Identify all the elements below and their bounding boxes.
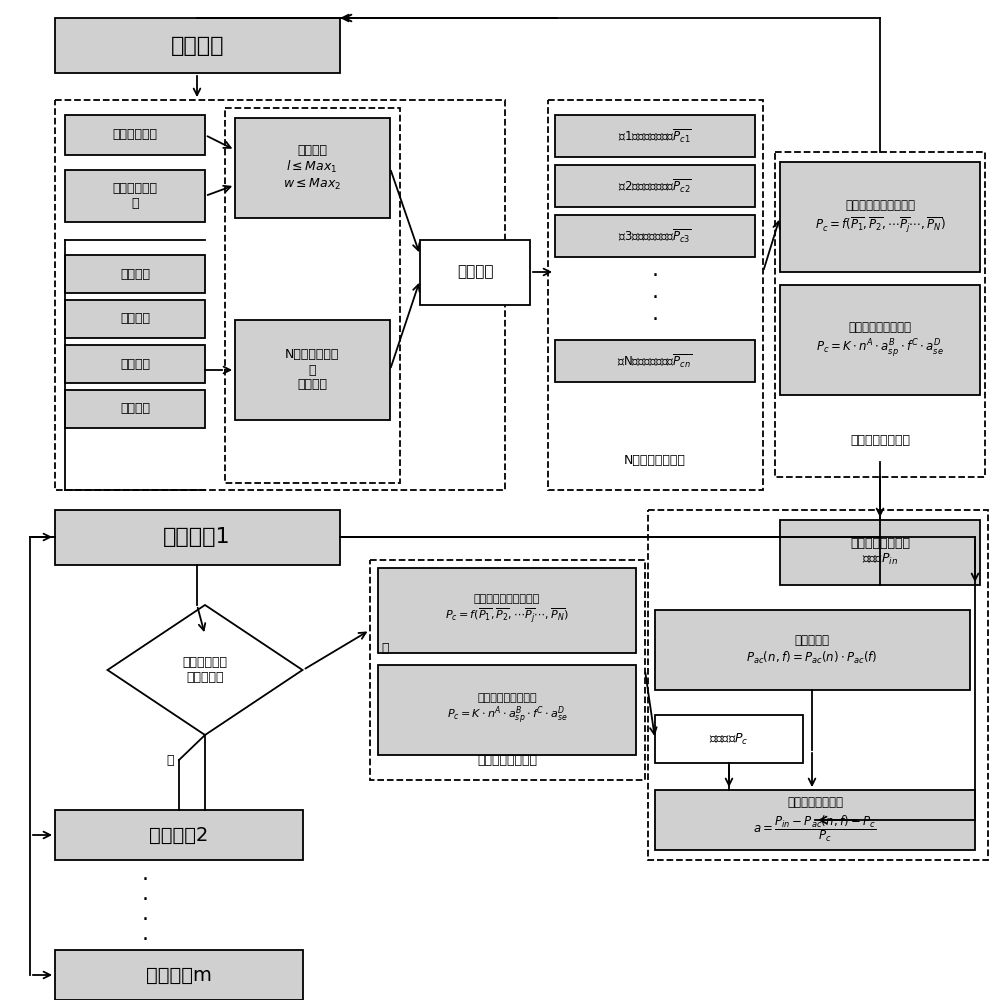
- FancyBboxPatch shape: [65, 170, 205, 222]
- FancyBboxPatch shape: [555, 340, 755, 382]
- Text: 整体切削功率模型: 整体切削功率模型: [850, 434, 910, 446]
- FancyBboxPatch shape: [235, 118, 390, 218]
- Text: ·: ·: [142, 890, 149, 910]
- Text: 进给速度: 进给速度: [120, 312, 150, 326]
- Text: 空走刀功率
$P_{ac}(n,f)=P_{ac}(n)\cdot P_{ac}(f)$: 空走刀功率 $P_{ac}(n,f)=P_{ac}(n)\cdot P_{ac}…: [747, 634, 877, 666]
- Text: 基准条件
$l \leq Max_1$
$w \leq Max_2$: 基准条件 $l \leq Max_1$ $w \leq Max_2$: [283, 144, 341, 192]
- Text: 整体切削功率模型: 整体切削功率模型: [477, 754, 537, 766]
- Text: 其他机床1: 其他机床1: [164, 527, 231, 547]
- FancyBboxPatch shape: [555, 165, 755, 207]
- Text: 附加载荷损耗系数
$a=\dfrac{P_{in}-P_{ac}(n,f)-P_c}{P_c}$: 附加载荷损耗系数 $a=\dfrac{P_{in}-P_{ac}(n,f)-P_…: [754, 796, 876, 844]
- Text: ·: ·: [651, 310, 658, 330]
- Text: 基准参数切削功率模型
$P_c=f(\overline{P_1},\overline{P_2},\cdots\overline{P_j}\cdots,\over: 基准参数切削功率模型 $P_c=f(\overline{P_1},\overli…: [445, 594, 569, 626]
- FancyBboxPatch shape: [655, 610, 970, 690]
- FancyBboxPatch shape: [655, 715, 803, 763]
- Text: 切削实验: 切削实验: [457, 264, 494, 279]
- Polygon shape: [108, 605, 302, 735]
- FancyBboxPatch shape: [65, 390, 205, 428]
- Text: 第N组切削功率均值$\overline{P_{cn}}$: 第N组切削功率均值$\overline{P_{cn}}$: [617, 352, 693, 370]
- Text: ·: ·: [651, 266, 658, 286]
- Text: ·: ·: [142, 930, 149, 950]
- Text: 切削功率$P_c$: 切削功率$P_c$: [709, 731, 749, 747]
- Text: 第1组切削功率均值$\overline{P_{c1}}$: 第1组切削功率均值$\overline{P_{c1}}$: [618, 127, 692, 145]
- FancyBboxPatch shape: [780, 162, 980, 272]
- Text: 是: 是: [381, 642, 389, 654]
- FancyBboxPatch shape: [65, 255, 205, 293]
- Text: 第3组切削功率均值$\overline{P_{c3}}$: 第3组切削功率均值$\overline{P_{c3}}$: [618, 227, 692, 245]
- FancyBboxPatch shape: [555, 215, 755, 257]
- FancyBboxPatch shape: [55, 950, 303, 1000]
- Text: 否: 否: [166, 754, 173, 766]
- FancyBboxPatch shape: [65, 345, 205, 383]
- Text: 切削参数与基
准切削相同: 切削参数与基 准切削相同: [182, 656, 227, 684]
- FancyBboxPatch shape: [655, 790, 975, 850]
- Text: 机床工作台剪
数: 机床工作台剪 数: [113, 182, 158, 210]
- FancyBboxPatch shape: [378, 568, 636, 653]
- Text: 切削加工系统总输
入功率$P_{in}$: 切削加工系统总输 入功率$P_{in}$: [850, 537, 910, 567]
- Text: N组基准切削参
数
正交实验: N组基准切削参 数 正交实验: [285, 349, 339, 391]
- Text: 切削深度: 切削深度: [120, 358, 150, 370]
- Text: ·: ·: [651, 288, 658, 308]
- FancyBboxPatch shape: [780, 285, 980, 395]
- Text: N组切削功率均值: N组切削功率均值: [624, 454, 686, 466]
- Text: 其他机床m: 其他机床m: [147, 966, 212, 984]
- Text: 基准机床: 基准机床: [170, 35, 224, 55]
- Text: ·: ·: [142, 870, 149, 890]
- Text: 基准参数切削功率模型
$P_c=f(\overline{P_1},\overline{P_2},\cdots\overline{P_j}\cdots,\over: 基准参数切削功率模型 $P_c=f(\overline{P_1},\overli…: [815, 199, 945, 235]
- Text: 机床加工方式: 机床加工方式: [113, 128, 158, 141]
- FancyBboxPatch shape: [235, 320, 390, 420]
- Text: 主轴转速: 主轴转速: [120, 267, 150, 280]
- Text: 刀具参数: 刀具参数: [120, 402, 150, 416]
- Text: 第2组切削功率均值$\overline{P_{c2}}$: 第2组切削功率均值$\overline{P_{c2}}$: [618, 177, 692, 195]
- FancyBboxPatch shape: [65, 300, 205, 338]
- FancyBboxPatch shape: [55, 510, 340, 565]
- Text: ·: ·: [142, 910, 149, 930]
- FancyBboxPatch shape: [55, 810, 303, 860]
- Text: 其他机床2: 其他机床2: [150, 826, 208, 844]
- FancyBboxPatch shape: [378, 665, 636, 755]
- FancyBboxPatch shape: [780, 520, 980, 585]
- Text: 多参数拟合映射模型
$P_c=K\cdot n^A\cdot a_{sp}^B\cdot f^C\cdot a_{se}^D$: 多参数拟合映射模型 $P_c=K\cdot n^A\cdot a_{sp}^B\…: [817, 321, 944, 359]
- Text: 多参数拟合映射模型
$P_c=K\cdot n^A\cdot a_{sp}^B\cdot f^C\cdot a_{se}^D$: 多参数拟合映射模型 $P_c=K\cdot n^A\cdot a_{sp}^B\…: [447, 693, 567, 727]
- FancyBboxPatch shape: [555, 115, 755, 157]
- FancyBboxPatch shape: [55, 18, 340, 73]
- FancyBboxPatch shape: [420, 240, 530, 305]
- FancyBboxPatch shape: [65, 115, 205, 155]
